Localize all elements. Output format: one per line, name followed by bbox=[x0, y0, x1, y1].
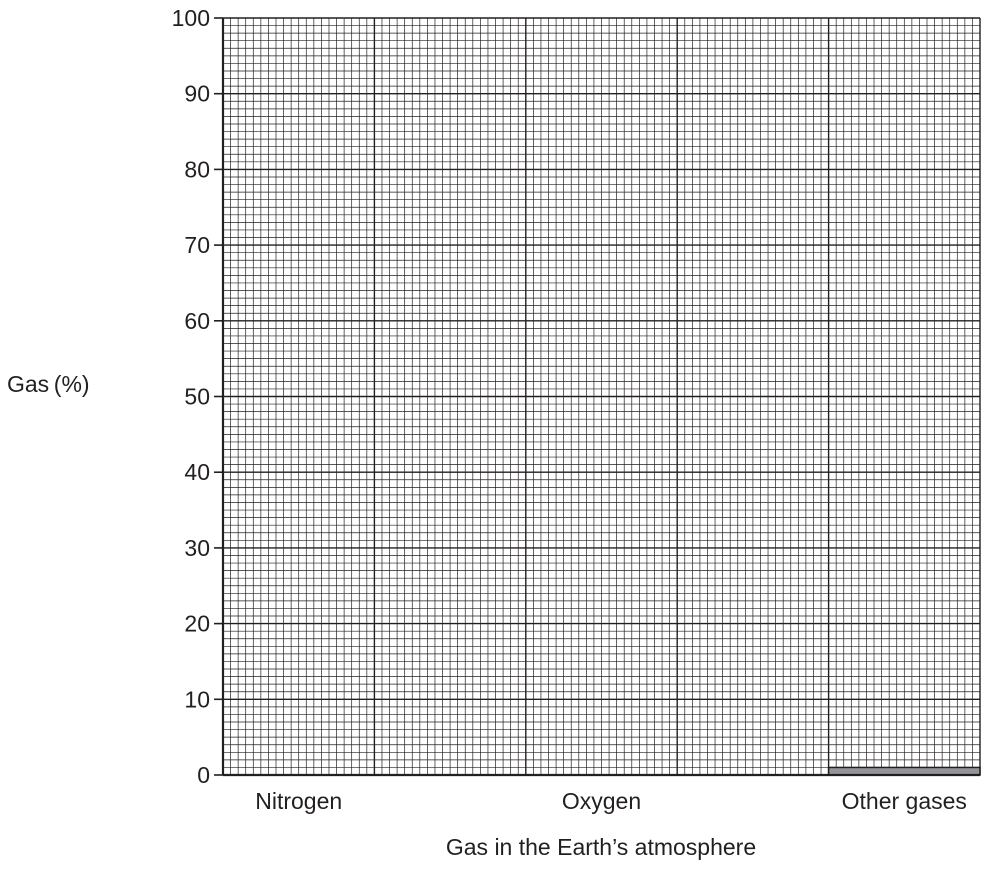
x-category-label: Oxygen bbox=[562, 788, 641, 814]
x-category-label: Other gases bbox=[842, 788, 967, 814]
y-tick-label: 80 bbox=[184, 156, 210, 182]
y-tick-label: 20 bbox=[184, 611, 210, 637]
y-tick-label: 70 bbox=[184, 232, 210, 258]
y-tick-label: 100 bbox=[172, 5, 210, 31]
y-axis-ticks bbox=[214, 17, 223, 776]
y-axis-title: Gas (%) bbox=[7, 371, 90, 397]
y-tick-label: 50 bbox=[184, 384, 210, 410]
y-tick-label: 30 bbox=[184, 535, 210, 561]
bar-other-gases bbox=[827, 766, 981, 776]
x-axis-category-labels: Nitrogen Oxygen Other gases bbox=[255, 788, 967, 814]
y-tick-label: 0 bbox=[197, 762, 210, 788]
bars bbox=[827, 766, 981, 776]
y-tick-label: 40 bbox=[184, 459, 210, 485]
y-tick-label: 90 bbox=[184, 81, 210, 107]
major-gridlines bbox=[222, 17, 981, 775]
y-axis-tick-labels: 0 10 20 30 40 50 60 70 80 90 100 bbox=[172, 5, 210, 788]
y-tick-label: 10 bbox=[184, 686, 210, 712]
y-tick-label: 60 bbox=[184, 308, 210, 334]
x-axis-title: Gas in the Earth’s atmosphere bbox=[446, 834, 756, 860]
x-category-label: Nitrogen bbox=[255, 788, 342, 814]
